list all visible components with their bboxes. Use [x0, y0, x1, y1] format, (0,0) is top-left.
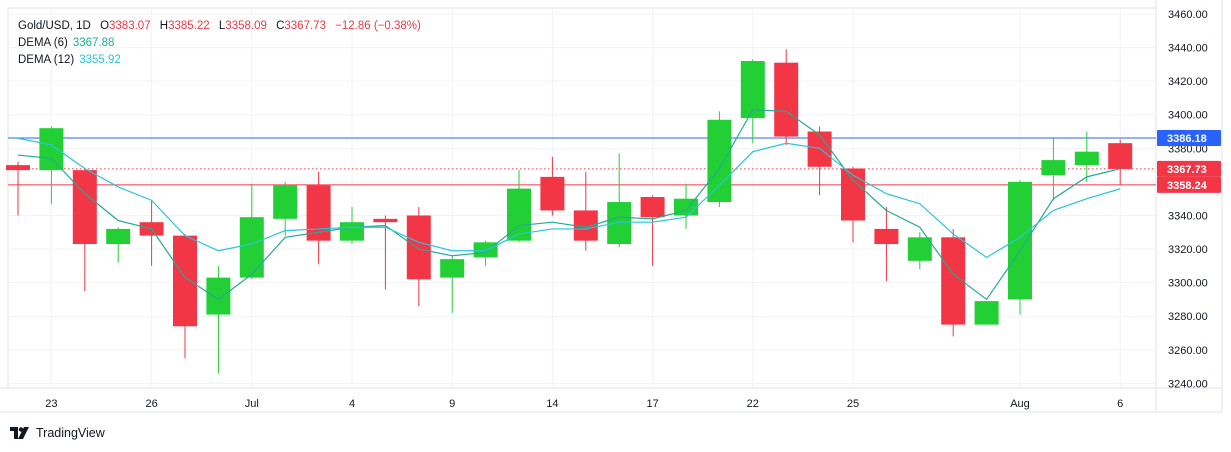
change-value: −12.86 (−0.38%) — [335, 20, 421, 32]
candle-body[interactable] — [440, 259, 465, 278]
candle-body[interactable] — [874, 228, 899, 245]
y-tick-label: 3380.00 — [1168, 143, 1208, 155]
y-tick-label: 3340.00 — [1168, 210, 1208, 222]
horizontal-price-lines — [8, 137, 1156, 186]
candle-body[interactable] — [640, 197, 665, 218]
x-tick-label: 4 — [349, 398, 355, 410]
open-value: 3383.07 — [109, 20, 151, 32]
chart-legend: Gold/USD, 1D O3383.07 H3385.22 L3358.09 … — [18, 18, 427, 69]
y-tick-label: 3460.00 — [1168, 9, 1208, 21]
x-tick-label: Jul — [245, 398, 259, 410]
y-tick-label: 3260.00 — [1168, 345, 1208, 357]
dema6-label: DEMA (6) — [18, 37, 68, 49]
open-label: O — [100, 20, 110, 32]
candle-body[interactable] — [907, 237, 932, 261]
candle-body[interactable] — [974, 301, 999, 325]
x-tick-label: 26 — [145, 398, 157, 410]
candle-body[interactable] — [1008, 181, 1032, 300]
x-tick-label: 22 — [747, 398, 759, 410]
candle-body[interactable] — [6, 165, 30, 171]
time-axis: 23 26 Jul 4 9 14 17 22 25 Aug 6 — [45, 398, 1123, 410]
price-tag-bg — [1157, 176, 1221, 193]
candle-body[interactable] — [239, 217, 264, 278]
x-tick-label: 17 — [646, 398, 658, 410]
y-tick-label: 3300.00 — [1168, 278, 1208, 290]
legend-dema12-row[interactable]: DEMA (12) 3355.92 — [18, 52, 427, 69]
price-tag-bg — [1157, 129, 1221, 146]
candle-body[interactable] — [540, 176, 565, 211]
low-label: L — [218, 20, 226, 32]
dema12-value: 3355.92 — [79, 54, 121, 66]
tradingview-logo-icon — [10, 427, 29, 439]
brand-name: TradingView — [36, 426, 105, 440]
candle-body[interactable] — [39, 128, 64, 171]
candle-body[interactable] — [72, 170, 97, 245]
dema-lines — [17, 109, 1121, 301]
x-tick-label: 14 — [546, 398, 558, 410]
candlestick-series — [6, 49, 1133, 374]
price-tag-label: 3386.18 — [1167, 133, 1207, 145]
y-tick-label: 3400.00 — [1168, 110, 1208, 122]
price-tag-label: 3358.24 — [1167, 180, 1208, 192]
price-tags: 3386.18 3367.73 3358.24 — [1157, 129, 1221, 193]
high-value: 3385.22 — [168, 20, 210, 32]
x-tick-label: 6 — [1117, 398, 1123, 410]
candle-body[interactable] — [406, 215, 431, 280]
candle-body[interactable] — [807, 131, 832, 167]
candle-body[interactable] — [206, 277, 231, 315]
candle-body[interactable] — [373, 218, 398, 223]
candle-body[interactable] — [740, 61, 765, 119]
candle-body[interactable] — [1041, 160, 1066, 176]
candle-body[interactable] — [173, 235, 197, 327]
y-tick-label: 3280.00 — [1168, 311, 1208, 323]
candle-body[interactable] — [607, 202, 632, 245]
low-value: 3358.09 — [225, 20, 267, 32]
legend-dema6-row[interactable]: DEMA (6) 3367.88 — [18, 35, 427, 52]
price-tag-bg — [1157, 160, 1221, 177]
price-tag-label: 3367.73 — [1167, 164, 1207, 176]
y-tick-label: 3440.00 — [1168, 43, 1208, 55]
candle-body[interactable] — [841, 168, 865, 221]
x-tick-label: Aug — [1010, 398, 1030, 410]
x-tick-label: 23 — [45, 398, 57, 410]
dema12-label: DEMA (12) — [18, 54, 75, 66]
symbol-label[interactable]: Gold/USD, 1D — [18, 20, 91, 32]
candle-body[interactable] — [1108, 143, 1133, 169]
x-tick-label: 25 — [847, 398, 859, 410]
series-line-dema-12-[interactable] — [17, 137, 1121, 259]
footer-branding[interactable]: TradingView — [10, 426, 105, 440]
chart-area[interactable]: 3240.00 3260.00 3280.00 3300.00 3320.00 3340.… — [0, 0, 1231, 420]
price-chart[interactable]: 3240.00 3260.00 3280.00 3300.00 3320.00 3340.… — [0, 0, 1231, 420]
candle-body[interactable] — [106, 228, 131, 245]
x-tick-label: 9 — [449, 398, 455, 410]
candle-body[interactable] — [473, 242, 498, 258]
close-value: 3367.73 — [284, 20, 326, 32]
y-tick-label: 3320.00 — [1168, 244, 1208, 256]
series-line-dema-6-[interactable] — [17, 109, 1121, 301]
legend-ohlc-row[interactable]: Gold/USD, 1D O3383.07 H3385.22 L3358.09 … — [18, 18, 427, 35]
candle-body[interactable] — [707, 119, 732, 203]
y-tick-label: 3240.00 — [1168, 378, 1208, 390]
candle-body[interactable] — [273, 185, 298, 219]
candle-body[interactable] — [1074, 151, 1099, 166]
y-tick-label: 3420.00 — [1168, 76, 1208, 88]
dema6-value: 3367.88 — [72, 37, 115, 49]
price-axis: 3240.00 3260.00 3280.00 3300.00 3320.00 3340.… — [1168, 9, 1208, 390]
high-label: H — [159, 20, 169, 32]
close-label: C — [276, 20, 285, 32]
candle-body[interactable] — [774, 62, 799, 137]
candle-body[interactable] — [340, 222, 364, 241]
